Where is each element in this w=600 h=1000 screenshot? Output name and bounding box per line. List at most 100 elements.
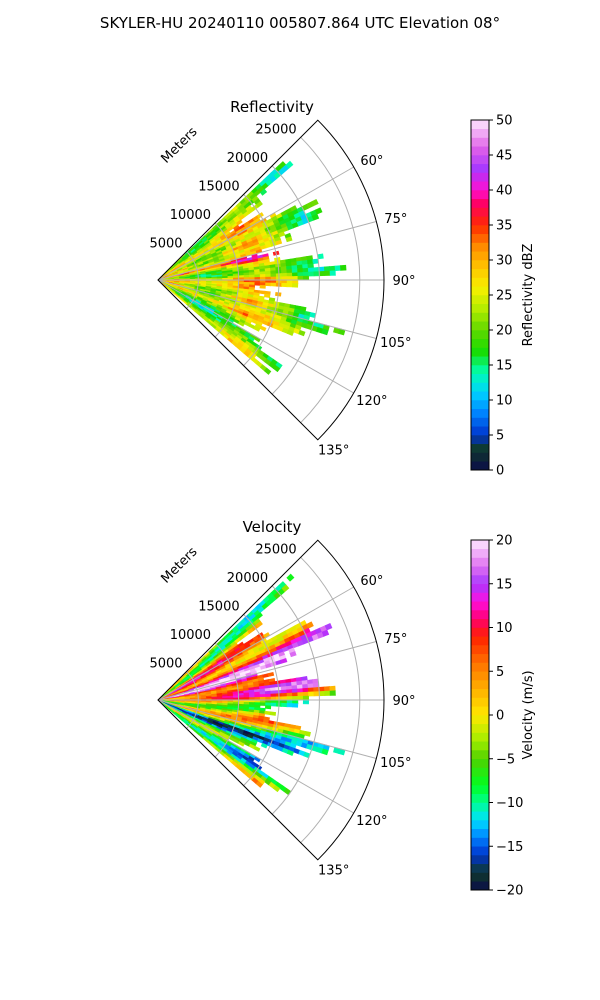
colorbar-segment	[471, 155, 489, 165]
radar-gate	[307, 263, 314, 269]
colorbar-tick-label: 35	[496, 219, 513, 234]
radar-gate	[265, 282, 272, 287]
azimuth-tick-label: 135°	[318, 444, 349, 459]
colorbar-segment	[471, 776, 489, 786]
radar-gate	[281, 584, 290, 593]
radar-gate	[302, 687, 309, 693]
colorbar-segment	[471, 820, 489, 830]
radar-gate	[304, 730, 311, 737]
radar-gate	[321, 629, 330, 637]
radar-gate	[264, 710, 271, 716]
azimuth-gridline	[157, 166, 354, 281]
radar-gate	[313, 686, 320, 693]
radar-gate	[292, 279, 299, 285]
colorbar-tick-label: −10	[496, 796, 523, 811]
radar-gate	[281, 692, 288, 698]
radar-gate	[259, 274, 266, 278]
colorbar-segment	[471, 706, 489, 716]
colorbar-segment	[471, 723, 489, 733]
polar-plot-1: Velocity 5000 10000 15000 20000 25000 60° 75° 90…	[149, 518, 536, 899]
colorbar-segment	[471, 566, 489, 576]
colorbar-segment	[471, 645, 489, 655]
colorbar-tick-label: 10	[496, 394, 513, 409]
colorbar-segment	[471, 277, 489, 287]
colorbar-segment	[471, 767, 489, 777]
colorbar: −20 −15 −10 −5 0 5 10 15 20 Velocity (m/s)	[470, 534, 536, 899]
colorbar-tick-label: 5	[496, 665, 504, 680]
radar-gate	[259, 702, 266, 706]
colorbar-segment	[471, 163, 489, 173]
radar-gate	[324, 270, 331, 276]
radar-gate	[249, 274, 256, 278]
radar-gate	[237, 741, 245, 747]
radar-gate	[307, 687, 315, 693]
colorbar-segment	[471, 435, 489, 445]
colorbar-segment	[471, 811, 489, 821]
colorbar-segment	[471, 330, 489, 340]
radar-gate	[302, 691, 309, 697]
colorbar-segment	[471, 557, 489, 567]
radar-gate	[318, 690, 326, 697]
radar-gate	[298, 329, 306, 337]
radar-gate	[281, 696, 288, 701]
radar-gate	[259, 285, 266, 289]
colorbar-tick-label: 0	[496, 464, 504, 479]
azimuth-tick-label: 75°	[384, 632, 407, 647]
colorbar-segment	[471, 295, 489, 305]
radar-gate	[286, 269, 293, 274]
colorbar-segment	[471, 268, 489, 278]
colorbar-tick-label: 15	[496, 359, 513, 374]
radar-gate	[297, 275, 304, 281]
colorbar-tick-label: 5	[496, 429, 504, 444]
radar-gate	[323, 266, 331, 272]
range-tick-label: 20000	[227, 571, 268, 586]
radar-gate	[264, 705, 272, 710]
radar-gate	[291, 703, 299, 708]
radar-gate	[286, 272, 293, 277]
colorbar-label: Reflectivity dBZ	[521, 244, 536, 347]
colorbar-tick-label: 10	[496, 621, 513, 636]
colorbar-segment	[471, 715, 489, 725]
colorbar-segment	[471, 680, 489, 690]
colorbar-segment	[471, 286, 489, 296]
radar-gate	[291, 283, 299, 288]
radar-gate	[286, 329, 294, 336]
colorbar-segment	[471, 391, 489, 401]
colorbar-segment	[471, 356, 489, 366]
colorbar-segment	[471, 443, 489, 453]
radar-gate	[263, 367, 272, 375]
colorbar-segment	[471, 303, 489, 313]
colorbar-segment	[471, 732, 489, 742]
range-tick-label: 5000	[149, 236, 182, 251]
radar-gate	[249, 694, 256, 698]
colorbar-tick-label: 50	[496, 114, 513, 129]
colorbar-tick-label: −20	[496, 884, 523, 899]
range-tick-label: 20000	[227, 151, 268, 166]
azimuth-tick-label: 60°	[360, 574, 383, 589]
radar-gate	[281, 279, 288, 284]
radar-gate	[302, 275, 310, 281]
radar-gate	[324, 623, 333, 631]
radar-gate	[270, 282, 277, 287]
range-tick-label: 15000	[198, 179, 239, 194]
colorbar-segment	[471, 872, 489, 882]
colorbar-label: Velocity (m/s)	[521, 670, 536, 759]
colorbar-segment	[471, 408, 489, 418]
colorbar-tick-label: 25	[496, 289, 513, 304]
radar-gate	[260, 742, 268, 749]
radar-gate	[286, 279, 293, 284]
radar-gate	[285, 236, 293, 243]
colorbar-segment	[471, 190, 489, 200]
range-axis-label: Meters	[159, 124, 201, 166]
colorbar-segment	[471, 198, 489, 208]
radar-gate	[255, 612, 263, 620]
radar-gate	[297, 272, 304, 277]
radar-gate	[329, 270, 336, 276]
radar-gate	[323, 686, 331, 692]
azimuth-gridline	[157, 699, 377, 759]
radar-gate	[281, 276, 288, 281]
radar-gate	[281, 282, 288, 288]
radar-gate	[334, 265, 342, 272]
colorbar-segment	[471, 347, 489, 357]
radar-gate	[286, 699, 293, 704]
